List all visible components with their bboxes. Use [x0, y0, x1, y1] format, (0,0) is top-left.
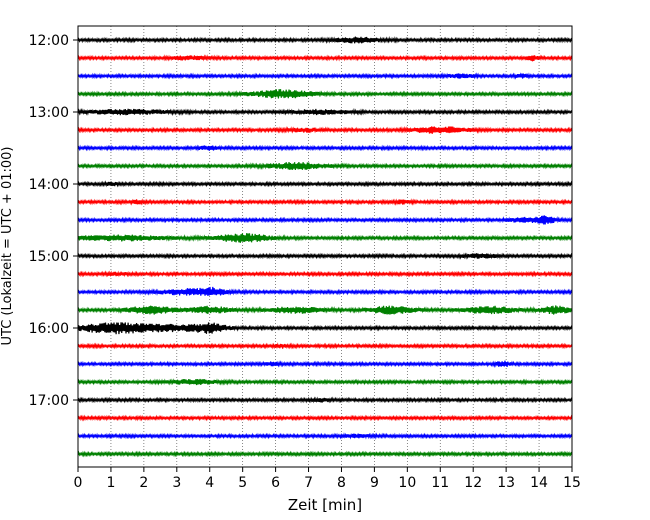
x-axis-label: Zeit [min]	[288, 496, 362, 514]
trace-1545	[77, 305, 573, 315]
x-tick-label-14: 14	[530, 475, 548, 491]
trace-1215	[77, 54, 573, 62]
x-tick-label-1: 1	[106, 475, 115, 491]
y-tick-label-1600: 16:00	[29, 321, 69, 337]
y-tick-label-1200: 12:00	[29, 33, 69, 49]
y-tick-label-1700: 17:00	[29, 393, 69, 409]
x-tick-label-10: 10	[398, 475, 416, 491]
x-axis-ticks: 0 1 2 3 4 5 6 7 8 9 10 11 12 13 14 15	[74, 467, 581, 491]
trace-1630	[77, 360, 573, 368]
trace-1615	[77, 342, 573, 350]
y-tick-label-1500: 15:00	[29, 249, 69, 265]
trace-1200	[77, 36, 573, 44]
y-tick-label-1300: 13:00	[29, 105, 69, 121]
trace-1230	[77, 72, 573, 80]
trace-1715	[77, 414, 573, 422]
x-tick-label-3: 3	[172, 475, 181, 491]
trace-1445	[77, 233, 573, 243]
trace-1745	[77, 450, 573, 458]
x-tick-label-6: 6	[271, 475, 280, 491]
x-tick-label-15: 15	[563, 475, 581, 491]
y-tick-label-1400: 14:00	[29, 177, 69, 193]
x-tick-label-9: 9	[370, 475, 379, 491]
y-axis-ticks: 12:00 13:00 14:00 15:00 16:00 17:00	[29, 33, 78, 409]
trace-1430	[77, 215, 573, 225]
x-tick-label-5: 5	[238, 475, 247, 491]
trace-1345	[77, 161, 573, 171]
x-tick-label-12: 12	[464, 475, 482, 491]
trace-1730	[77, 432, 573, 440]
x-tick-label-8: 8	[337, 475, 346, 491]
x-tick-label-0: 0	[74, 475, 83, 491]
trace-1300	[77, 107, 573, 117]
trace-1515	[77, 270, 573, 278]
trace-1500	[77, 252, 573, 260]
x-tick-label-7: 7	[304, 475, 313, 491]
trace-1645	[77, 378, 573, 386]
trace-1600	[77, 322, 573, 335]
trace-1400	[77, 180, 573, 188]
x-tick-label-2: 2	[139, 475, 148, 491]
trace-1315	[77, 125, 573, 134]
trace-1330	[77, 144, 573, 152]
trace-1245	[77, 89, 573, 99]
trace-1700	[77, 396, 573, 404]
x-tick-label-13: 13	[497, 475, 515, 491]
y-axis-label: UTC (Lokalzeit = UTC + 01:00)	[0, 147, 15, 346]
trace-1415	[77, 198, 573, 206]
seismic-traces	[77, 36, 573, 458]
trace-1530	[77, 286, 573, 296]
plot-frame	[77, 25, 573, 468]
x-tick-label-11: 11	[431, 475, 449, 491]
x-tick-label-4: 4	[205, 475, 214, 491]
